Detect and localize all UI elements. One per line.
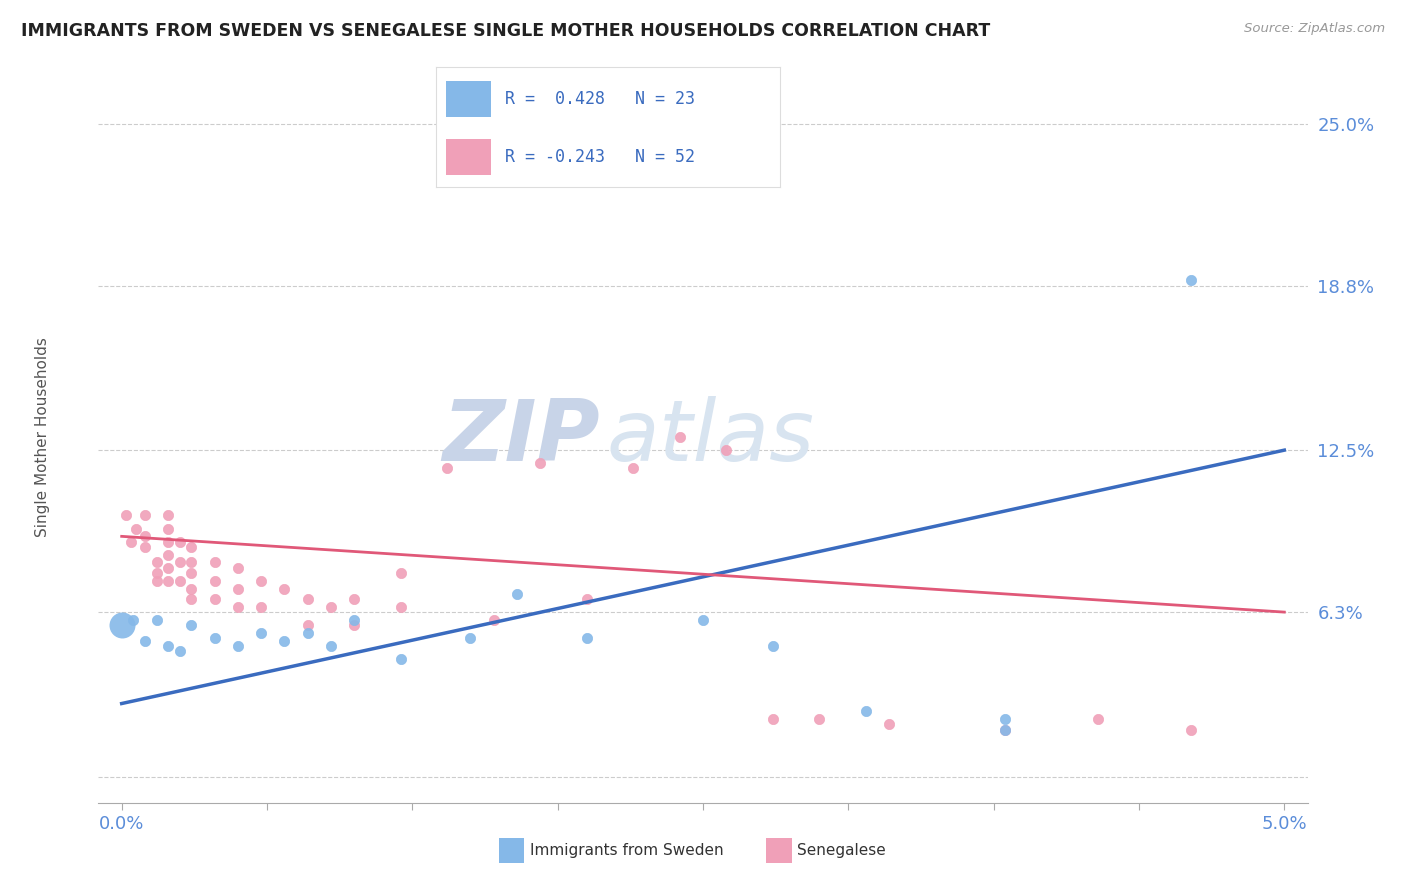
Point	[226, 599, 249, 614]
Y-axis label: Single Mother Households: Single Mother Households	[35, 337, 51, 537]
Point	[169, 556, 191, 570]
Point	[460, 632, 482, 646]
Point	[145, 574, 167, 588]
Point	[180, 592, 202, 607]
Point	[204, 592, 226, 607]
Point	[762, 639, 785, 653]
Point	[436, 461, 458, 475]
Point	[250, 574, 273, 588]
Point	[145, 556, 167, 570]
Point	[157, 639, 180, 653]
Text: atlas: atlas	[606, 395, 814, 479]
Text: Senegalese: Senegalese	[797, 844, 886, 858]
Point	[169, 534, 191, 549]
Point	[297, 592, 319, 607]
Text: ZIP: ZIP	[443, 395, 600, 479]
Point	[145, 566, 167, 580]
Point	[157, 548, 180, 562]
Text: Source: ZipAtlas.com: Source: ZipAtlas.com	[1244, 22, 1385, 36]
Text: R = -0.243   N = 52: R = -0.243 N = 52	[505, 148, 695, 166]
Point	[157, 574, 180, 588]
Point	[134, 540, 156, 554]
Point	[180, 582, 202, 596]
Point	[692, 613, 714, 627]
Point	[226, 582, 249, 596]
Point	[994, 723, 1017, 737]
Point	[226, 560, 249, 574]
Point	[134, 633, 156, 648]
Point	[204, 632, 226, 646]
Point	[124, 521, 146, 535]
Point	[180, 618, 202, 632]
Point	[122, 613, 145, 627]
Point	[134, 529, 156, 543]
Point	[506, 587, 529, 601]
Point	[157, 508, 180, 523]
Point	[204, 574, 226, 588]
Point	[877, 717, 900, 731]
Point	[157, 560, 180, 574]
Point	[180, 566, 202, 580]
Text: R =  0.428   N = 23: R = 0.428 N = 23	[505, 90, 695, 109]
Point	[226, 639, 249, 653]
Point	[157, 521, 180, 535]
Point	[319, 639, 342, 653]
Point	[994, 712, 1017, 726]
Point	[389, 599, 412, 614]
Point	[204, 556, 226, 570]
Point	[115, 508, 138, 523]
Point	[716, 443, 738, 458]
Point	[621, 461, 644, 475]
Bar	[446, 139, 491, 175]
Point	[343, 618, 366, 632]
Point	[250, 626, 273, 640]
Point	[297, 618, 319, 632]
Bar	[446, 81, 491, 118]
Point	[319, 599, 342, 614]
Point	[169, 644, 191, 658]
Point	[343, 592, 366, 607]
Point	[808, 712, 831, 726]
Point	[157, 534, 180, 549]
Point	[250, 599, 273, 614]
Point	[1180, 723, 1202, 737]
Point	[120, 534, 142, 549]
Point	[1087, 712, 1109, 726]
Point	[994, 723, 1017, 737]
Point	[273, 633, 295, 648]
Point	[389, 652, 412, 666]
Point	[855, 705, 877, 719]
Text: IMMIGRANTS FROM SWEDEN VS SENEGALESE SINGLE MOTHER HOUSEHOLDS CORRELATION CHART: IMMIGRANTS FROM SWEDEN VS SENEGALESE SIN…	[21, 22, 990, 40]
Point	[273, 582, 295, 596]
Point	[180, 556, 202, 570]
Point	[169, 574, 191, 588]
Point	[575, 592, 598, 607]
Point	[529, 456, 551, 470]
Point	[389, 566, 412, 580]
Point	[111, 618, 134, 632]
Point	[145, 613, 167, 627]
Point	[668, 430, 690, 444]
Text: Immigrants from Sweden: Immigrants from Sweden	[530, 844, 724, 858]
Point	[762, 712, 785, 726]
Point	[297, 626, 319, 640]
Point	[482, 613, 505, 627]
Point	[575, 632, 598, 646]
Point	[180, 540, 202, 554]
Point	[1180, 273, 1202, 287]
Point	[134, 508, 156, 523]
Point	[343, 613, 366, 627]
